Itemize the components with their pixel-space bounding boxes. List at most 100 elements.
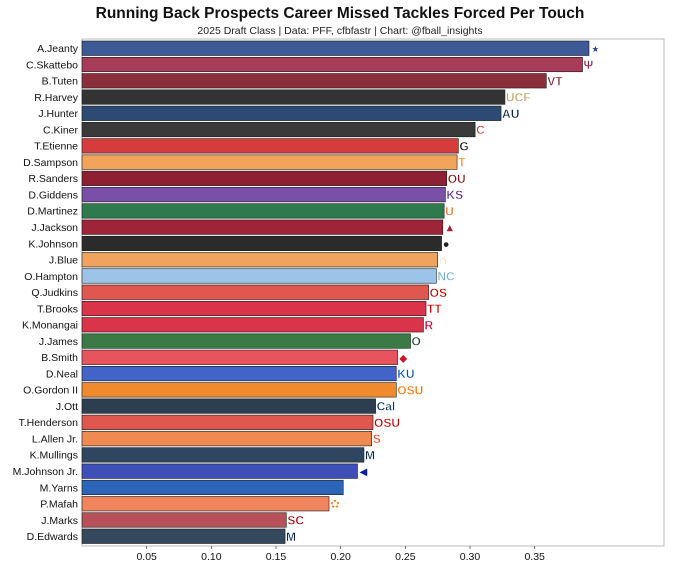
- team-logo-icon: Cal: [377, 400, 396, 414]
- category-label: A.Jeanty: [37, 43, 79, 55]
- category-label: M.Johnson Jr.: [13, 466, 78, 478]
- bar-q-judkins: [81, 284, 429, 300]
- team-logo-icon: ◎: [344, 481, 355, 495]
- x-tick-label: 0.10: [201, 551, 222, 563]
- category-label: J.Jackson: [31, 222, 78, 234]
- bar-a-jeanty: [81, 40, 590, 56]
- team-logo-icon: TT: [427, 302, 442, 316]
- team-logo-icon: OSU: [374, 416, 400, 430]
- bar-d-edwards: [81, 528, 286, 544]
- bar-l-allen-jr-: [81, 431, 373, 447]
- team-logo-icon: UCF: [506, 91, 531, 105]
- x-tick-label: 0.35: [524, 551, 545, 563]
- team-logo-icon: OU: [448, 172, 466, 186]
- category-label: O.Hampton: [24, 271, 78, 283]
- category-label: C.Kiner: [43, 124, 79, 136]
- bar-k-mullings: [81, 447, 365, 463]
- bar-c-skattebo: [81, 56, 583, 73]
- team-logo-icon: ★: [590, 42, 601, 56]
- category-label: J.Marks: [41, 515, 78, 527]
- team-logo-icon: Ψ: [584, 58, 594, 72]
- bar-d-martinez: [81, 203, 445, 219]
- bar-b-smith: [81, 349, 398, 365]
- bar-o-hampton: [81, 268, 437, 284]
- bar-t-henderson: [81, 414, 374, 430]
- category-label: T.Etienne: [34, 141, 78, 153]
- category-label: J.Blue: [49, 255, 78, 267]
- bar-j-hunter: [81, 105, 502, 121]
- category-label: C.Skattebo: [26, 59, 78, 71]
- team-logo-icon: M: [286, 530, 296, 544]
- team-logo-icon: C: [476, 123, 485, 137]
- x-axis-ticks-group: 0.05 0.10 0.15 0.20 0.25 0.30 0.35: [136, 546, 545, 563]
- bar-o-gordon-ii: [81, 382, 397, 398]
- bar-j-ott: [81, 398, 376, 414]
- team-logo-icon: ◆: [398, 351, 409, 365]
- team-logo-icon: M: [365, 448, 375, 462]
- category-label: P.Mafah: [40, 499, 78, 511]
- logos-group: ★ΨVTUCFAUCGTOUKSU▲●∩NCOSTTRO◆KUOSUCalOSU…: [286, 42, 601, 544]
- category-label: R.Sanders: [28, 173, 78, 185]
- category-label: J.James: [39, 336, 78, 348]
- bar-t-etienne: [81, 138, 459, 154]
- bar-c-kiner: [81, 122, 476, 138]
- team-logo-icon: U: [445, 204, 454, 218]
- category-label: D.Martinez: [27, 206, 78, 218]
- category-label: L.Allen Jr.: [32, 433, 78, 445]
- category-label: J.Hunter: [38, 108, 78, 120]
- bar-d-giddens: [81, 187, 446, 203]
- team-logo-icon: ✿: [330, 497, 340, 511]
- team-logo-icon: ●: [443, 237, 450, 251]
- category-label: M.Yarns: [40, 482, 78, 494]
- team-logo-icon: AU: [502, 107, 519, 121]
- team-logo-icon: ∩: [439, 253, 448, 267]
- category-label: D.Edwards: [27, 531, 78, 543]
- bar-r-sanders: [81, 170, 448, 186]
- category-label: D.Sampson: [23, 157, 78, 169]
- bar-j-jackson: [81, 219, 444, 235]
- team-logo-icon: KU: [397, 367, 414, 381]
- team-logo-icon: T: [458, 156, 466, 170]
- team-logo-icon: R: [424, 318, 433, 332]
- bar-j-marks: [81, 512, 287, 528]
- team-logo-icon: O: [412, 335, 421, 349]
- bars-group: [81, 40, 590, 544]
- bar-k-monangai: [81, 317, 424, 333]
- bar-k-johnson: [81, 235, 442, 251]
- bar-d-neal: [81, 366, 397, 382]
- team-logo-icon: ◀: [357, 465, 368, 479]
- category-label: J.Ott: [56, 401, 78, 413]
- category-label: T.Brooks: [37, 303, 78, 315]
- team-logo-icon: NC: [437, 269, 455, 283]
- bar-p-mafah: [81, 496, 330, 512]
- category-label: D.Neal: [46, 368, 78, 380]
- team-logo-icon: S: [373, 432, 381, 446]
- category-label: B.Tuten: [42, 76, 79, 88]
- category-label: B.Smith: [41, 352, 78, 364]
- bar-m-yarns: [81, 479, 344, 496]
- category-labels-group: A.Jeanty C.Skattebo B.Tuten R.Harvey J.Hunte…: [13, 43, 79, 543]
- bar-m-johnson-jr-: [81, 463, 358, 479]
- x-tick-label: 0.25: [395, 551, 416, 563]
- x-tick-label: 0.30: [460, 551, 481, 563]
- team-logo-icon: KS: [446, 188, 463, 202]
- category-label: D.Giddens: [28, 189, 78, 201]
- category-label: T.Henderson: [18, 417, 78, 429]
- category-label: K.Monangai: [22, 320, 78, 332]
- bar-t-brooks: [81, 300, 427, 317]
- bar-r-harvey: [81, 89, 506, 105]
- bar-b-tuten: [81, 73, 547, 89]
- team-logo-icon: SC: [287, 513, 304, 527]
- category-label: K.Johnson: [28, 238, 78, 250]
- x-tick-label: 0.15: [266, 551, 287, 563]
- team-logo-icon: OSU: [397, 383, 423, 397]
- chart-title: Running Back Prospects Career Missed Tac…: [95, 5, 585, 22]
- bar-j-blue: [81, 252, 438, 268]
- category-label: O.Gordon II: [23, 385, 78, 397]
- team-logo-icon: ▲: [444, 221, 456, 235]
- category-label: Q.Judkins: [31, 287, 78, 299]
- category-label: R.Harvey: [34, 92, 79, 104]
- x-tick-label: 0.05: [136, 551, 157, 563]
- category-label: K.Mullings: [30, 450, 78, 462]
- team-logo-icon: VT: [547, 74, 563, 88]
